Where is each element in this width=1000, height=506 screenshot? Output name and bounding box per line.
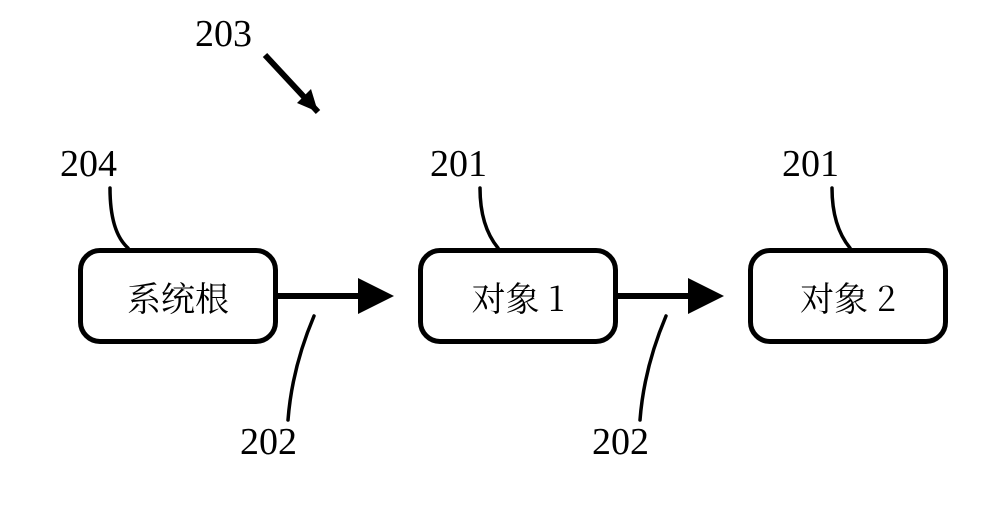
leader-202-a (288, 316, 314, 420)
node-system-root-label: 系统根 (127, 272, 229, 321)
node-system-root: 系统根 (78, 248, 278, 344)
leader-201-a (480, 188, 498, 248)
ref-label-203: 203 (195, 12, 252, 56)
pointer-203-head (297, 89, 318, 112)
ref-label-201-b: 201 (782, 142, 839, 186)
diagram-canvas: 系统根 对象 1 对象 2 203 204 201 201 202 202 (0, 0, 1000, 506)
node-object-2: 对象 2 (748, 248, 948, 344)
node-object-1: 对象 1 (418, 248, 618, 344)
leader-202-b (640, 316, 666, 420)
node-object-2-label: 对象 2 (800, 272, 896, 321)
pointer-203-line (265, 55, 318, 112)
ref-label-204: 204 (60, 142, 117, 186)
ref-label-201-a: 201 (430, 142, 487, 186)
leader-201-b (832, 188, 850, 248)
ref-label-202-b: 202 (592, 420, 649, 464)
leader-204 (110, 188, 128, 248)
node-object-1-label: 对象 1 (472, 272, 565, 321)
ref-label-202-a: 202 (240, 420, 297, 464)
